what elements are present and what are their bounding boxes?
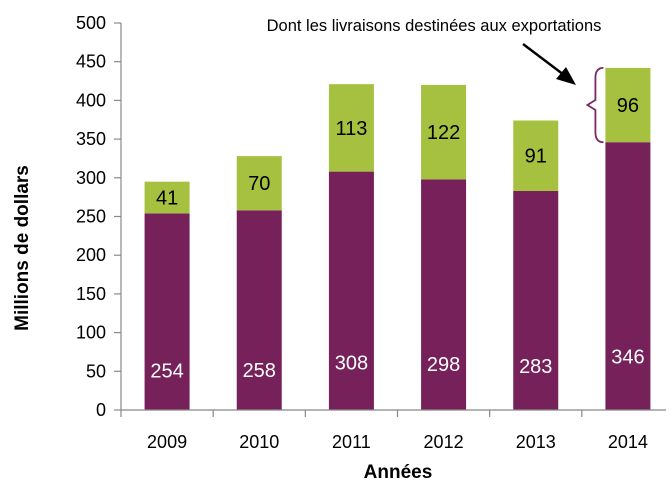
x-tick-label: 2013 [516, 432, 556, 452]
bar-segment [328, 171, 374, 410]
y-tick-label: 0 [96, 400, 106, 420]
data-label: 96 [617, 95, 639, 117]
y-tick-label: 350 [76, 129, 106, 149]
annotation-brace [585, 66, 604, 144]
bar-segment [328, 84, 374, 172]
y-tick-label: 400 [76, 90, 106, 110]
y-axis-ticks: 0 50 100 150 200 250 300 350 400 450 500 [76, 13, 121, 420]
x-tick-label: 2009 [147, 432, 187, 452]
y-tick-label: 50 [86, 361, 106, 381]
bar-segment [605, 67, 651, 143]
data-label: 113 [335, 118, 367, 140]
data-label: 283 [519, 356, 552, 378]
bar-segment [421, 179, 467, 410]
y-tick-label: 300 [76, 168, 106, 188]
data-label: 308 [335, 352, 368, 374]
annotation-arrow [522, 43, 576, 85]
y-tick-label: 500 [76, 13, 106, 33]
bar-segment [513, 190, 559, 410]
x-tick-label: 2014 [608, 432, 648, 452]
bar-segment [421, 84, 467, 180]
x-axis-title: Années [364, 462, 433, 483]
data-label: 346 [611, 346, 644, 368]
bar-segment [144, 213, 190, 410]
x-tick-label: 2012 [424, 432, 464, 452]
bar-segment [236, 156, 282, 211]
data-label: 41 [156, 188, 178, 210]
bar-segment [513, 120, 559, 191]
y-tick-label: 200 [76, 245, 106, 265]
data-label: 122 [427, 122, 460, 144]
data-label: 298 [427, 354, 460, 376]
y-tick-label: 250 [76, 207, 106, 227]
data-label: 258 [243, 360, 276, 382]
data-label: 70 [248, 173, 270, 195]
y-tick-label: 450 [76, 52, 106, 72]
x-axis-ticks: 2009 2010 2011 2012 2013 2014 [120, 410, 648, 452]
bars: 254 258 308 298 283 346 41 70 113 122 91 96 [144, 67, 651, 411]
x-tick-label: 2010 [239, 432, 279, 452]
annotation-text: Dont les livraisons destinées aux export… [267, 17, 602, 35]
bar-segment [605, 142, 651, 411]
y-tick-label: 100 [76, 323, 106, 343]
y-tick-label: 150 [76, 284, 106, 304]
bar-segment [236, 210, 282, 410]
y-axis-title: Millions de dollars [12, 165, 33, 331]
x-tick-label: 2011 [332, 432, 371, 452]
bar-segment [144, 181, 190, 214]
data-label: 91 [525, 146, 547, 168]
data-label: 254 [150, 361, 183, 383]
